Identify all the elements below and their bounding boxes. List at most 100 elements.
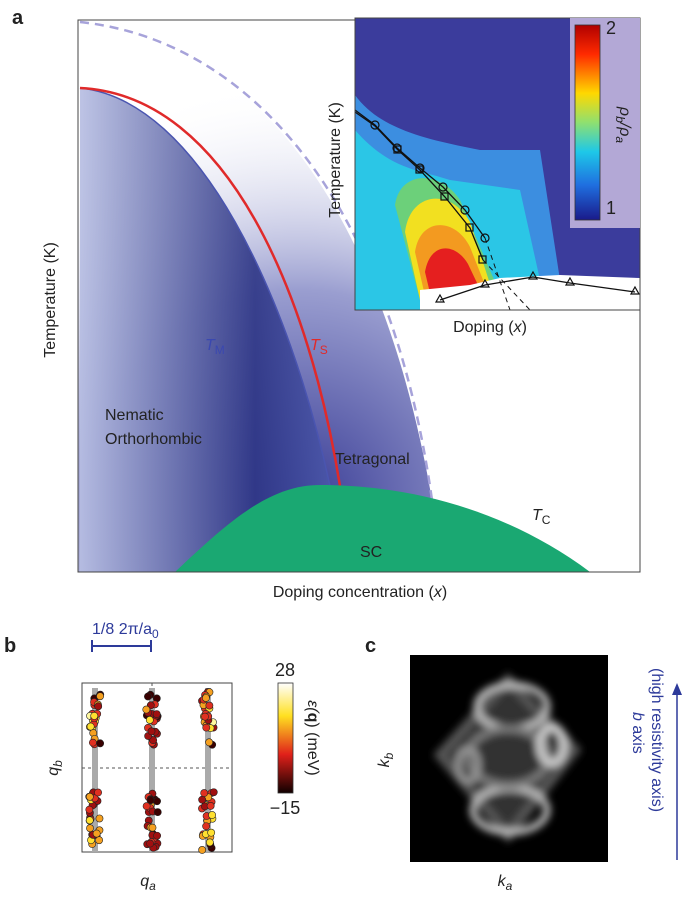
dot	[209, 788, 218, 797]
colorbar-tick: −15	[270, 798, 301, 818]
dot	[142, 705, 151, 714]
dot	[207, 828, 216, 837]
region-label: Tetragonal	[335, 451, 410, 468]
label-sub: C	[542, 513, 551, 527]
axis-note: b axis	[629, 712, 646, 754]
inset	[354, 17, 641, 311]
label-part: q	[45, 767, 62, 776]
dot	[94, 788, 102, 797]
x-label-part: x	[513, 319, 523, 336]
q-space-plot	[81, 682, 233, 854]
colorbar-tick: 1	[606, 198, 616, 218]
axis-note: (high resistivity axis)	[648, 668, 665, 812]
dot	[144, 692, 152, 701]
label-part: /ρ	[616, 122, 633, 137]
label-part: b	[613, 116, 627, 123]
dot	[152, 710, 161, 719]
panel-label: c	[365, 635, 376, 657]
dot	[95, 814, 104, 823]
dot	[200, 789, 209, 797]
region-label: Orthorhombic	[105, 431, 202, 448]
x-axis-label: ka	[498, 873, 513, 893]
dot	[202, 822, 211, 831]
label-part: q	[304, 713, 321, 723]
label-main: T	[310, 337, 321, 354]
x-label-part: )	[442, 584, 447, 601]
panel-label: b	[4, 635, 16, 657]
dot	[153, 808, 162, 817]
label-part: k	[498, 873, 507, 890]
scale-label: 1/8 2π/a0	[92, 621, 159, 641]
dot	[202, 694, 210, 702]
colorbar-label: ε(q) (meV)	[304, 700, 321, 775]
dot	[208, 811, 216, 819]
dot	[96, 739, 105, 748]
inset-x-label: Doping (x)	[453, 319, 527, 336]
dot	[146, 796, 155, 805]
label-part: axis	[629, 721, 646, 754]
dot	[149, 736, 158, 745]
ts-label: TS	[310, 337, 328, 357]
colorbar-tick: 28	[275, 660, 295, 680]
label-sub: M	[215, 343, 225, 357]
region-label: SC	[360, 544, 382, 561]
y-axis-label: qb	[45, 760, 65, 776]
scale-bar	[91, 640, 152, 652]
label-part: 1/8 2π/a	[92, 621, 152, 638]
dot	[146, 839, 155, 848]
label-part: b	[51, 760, 65, 767]
label-part: ρ	[616, 106, 633, 116]
label-main: T	[205, 337, 216, 354]
colorbar-tick: 2	[606, 18, 616, 38]
dot	[205, 738, 214, 747]
label-part: ε(	[304, 700, 321, 714]
dot	[95, 836, 104, 845]
dot	[147, 727, 156, 736]
dot	[198, 846, 207, 854]
x-label-part: Doping concentration (	[273, 584, 435, 601]
dot	[86, 722, 95, 731]
tc-label: TC	[532, 507, 551, 527]
label-part: 0	[152, 627, 159, 641]
dot	[94, 702, 103, 711]
dot	[206, 802, 215, 810]
panel-label: a	[12, 7, 24, 29]
region-label: Nematic	[105, 407, 164, 424]
diffraction-image	[410, 655, 608, 862]
x-label-part: Doping (	[453, 319, 514, 336]
x-label-part: )	[522, 319, 527, 336]
tm-label: TM	[205, 337, 225, 357]
dot	[90, 711, 99, 720]
y-axis-label: kb	[376, 752, 396, 767]
colorbar	[277, 682, 294, 794]
inset-y-label: Temperature (K)	[327, 102, 344, 218]
dot	[85, 805, 94, 814]
x-label-part: x	[433, 584, 443, 601]
dot	[153, 831, 161, 840]
colorbar-label: ρb/ρa	[613, 106, 633, 143]
label-part: q	[140, 873, 149, 890]
arrow	[672, 683, 682, 860]
dot	[142, 802, 151, 811]
x-axis-label: qa	[140, 873, 156, 893]
dot	[88, 738, 97, 747]
label-part: k	[376, 758, 393, 767]
label-part: a	[506, 879, 513, 893]
dot	[85, 816, 94, 825]
phase-diagram	[78, 20, 590, 572]
label-part: b	[629, 712, 646, 721]
x-axis-label: Doping concentration (x)	[273, 584, 447, 601]
dot	[202, 723, 211, 732]
label-part: a	[613, 136, 627, 143]
label-main: T	[532, 507, 543, 524]
label-part: b	[382, 752, 396, 759]
dot	[198, 795, 207, 804]
dot	[92, 829, 101, 838]
dot	[205, 838, 214, 847]
dot	[201, 712, 209, 721]
dot	[205, 701, 214, 710]
dot	[96, 692, 105, 701]
dot	[86, 824, 94, 833]
label-part: a	[149, 879, 156, 893]
